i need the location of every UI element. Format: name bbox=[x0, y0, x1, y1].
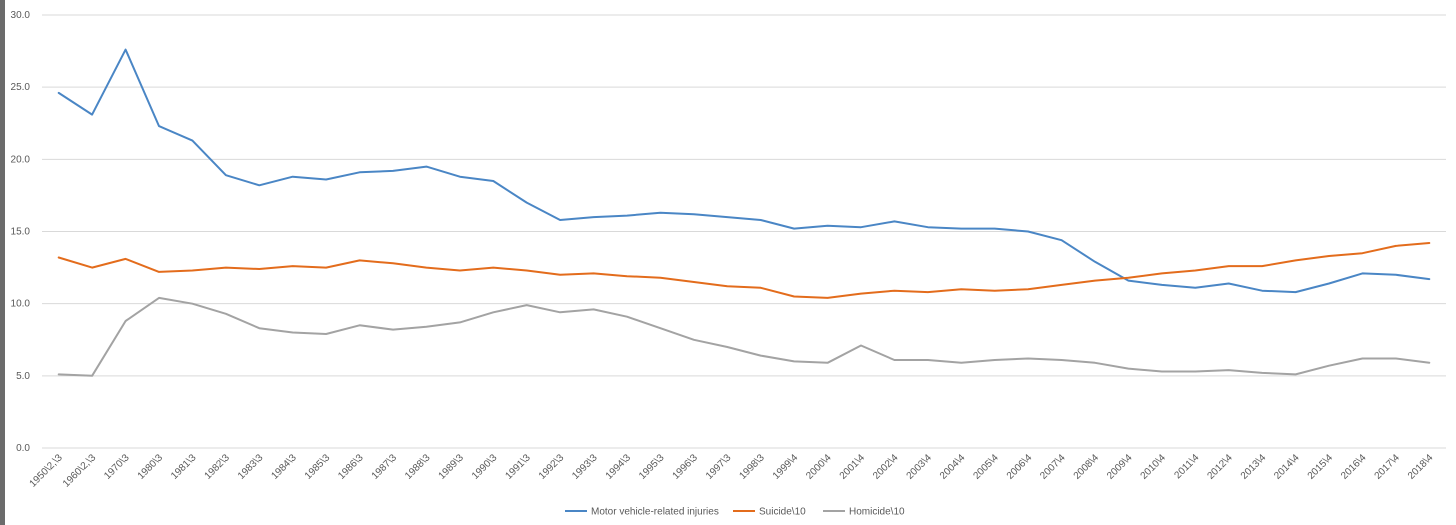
x-tick-label: 2010\4 bbox=[1139, 452, 1169, 482]
y-tick-label: 25.0 bbox=[11, 82, 31, 93]
x-tick-label: 1970\3 bbox=[102, 452, 132, 482]
x-tick-label: 1990\3 bbox=[470, 452, 500, 482]
legend-label: Suicide\10 bbox=[759, 507, 806, 518]
x-tick-label: 1987\3 bbox=[370, 452, 400, 482]
x-tick-label: 1995\3 bbox=[637, 452, 667, 482]
x-tick-label: 2000\4 bbox=[804, 452, 834, 482]
x-tick-label: 2004\4 bbox=[938, 452, 968, 482]
x-tick-label: 2006\4 bbox=[1005, 452, 1035, 482]
legend: Motor vehicle-related injuries Suicide\10… bbox=[565, 507, 905, 518]
x-tick-label: 1980\3 bbox=[136, 452, 166, 482]
legend-label: Homicide\10 bbox=[849, 507, 905, 518]
series-line-1 bbox=[57, 242, 1431, 299]
x-tick-label: 2002\4 bbox=[871, 452, 901, 482]
x-tick-label: 1985\3 bbox=[303, 452, 333, 482]
x-tick-label: 2011\4 bbox=[1173, 452, 1202, 481]
x-tick-label: 1984\3 bbox=[269, 452, 299, 482]
x-tick-label: 1991\3 bbox=[503, 452, 533, 482]
y-axis-ticks: 0.0 5.0 10.0 15.0 20.0 25.0 30.0 bbox=[11, 10, 31, 454]
y-tick-label: 30.0 bbox=[11, 10, 31, 21]
x-tick-label: 2007\4 bbox=[1038, 452, 1068, 482]
series-line-2 bbox=[57, 296, 1431, 377]
x-tick-label: 1998\3 bbox=[737, 452, 767, 482]
x-tick-label: 1950\2,\3 bbox=[28, 452, 66, 490]
x-tick-label: 2016\4 bbox=[1339, 452, 1369, 482]
x-tick-label: 2005\4 bbox=[971, 452, 1001, 482]
x-tick-label: 2003\4 bbox=[905, 452, 935, 482]
x-tick-label: 2014\4 bbox=[1272, 452, 1302, 482]
y-tick-label: 0.0 bbox=[16, 443, 30, 454]
x-tick-label: 1992\3 bbox=[537, 452, 567, 482]
x-tick-label: 1988\3 bbox=[403, 452, 433, 482]
x-tick-label: 2012\4 bbox=[1205, 452, 1235, 482]
x-tick-label: 1981\3 bbox=[169, 452, 199, 482]
x-tick-label: 1994\3 bbox=[604, 452, 634, 482]
y-tick-label: 5.0 bbox=[16, 371, 30, 382]
x-tick-label: 1983\3 bbox=[236, 452, 266, 482]
y-tick-label: 20.0 bbox=[11, 154, 31, 165]
x-tick-label: 1982\3 bbox=[203, 452, 233, 482]
x-tick-label: 1999\4 bbox=[771, 452, 801, 482]
series-line-0 bbox=[57, 48, 1431, 294]
x-tick-label: 1993\3 bbox=[570, 452, 600, 482]
x-tick-label: 1997\3 bbox=[704, 452, 734, 482]
x-tick-label: 2001\4 bbox=[838, 452, 868, 482]
x-tick-label: 1960\2,\3 bbox=[61, 452, 99, 490]
x-tick-label: 1989\3 bbox=[437, 452, 467, 482]
x-tick-label: 1996\3 bbox=[671, 452, 701, 482]
legend-label: Motor vehicle-related injuries bbox=[591, 507, 719, 518]
x-tick-label: 1986\3 bbox=[336, 452, 366, 482]
y-tick-label: 10.0 bbox=[11, 299, 31, 310]
x-tick-label: 2017\4 bbox=[1373, 452, 1403, 482]
window-edge bbox=[0, 0, 5, 525]
x-tick-label: 2015\4 bbox=[1306, 452, 1336, 482]
x-tick-label: 2018\4 bbox=[1406, 452, 1436, 482]
gridlines bbox=[42, 14, 1446, 449]
x-tick-label: 2009\4 bbox=[1105, 452, 1135, 482]
x-tick-label: 2013\4 bbox=[1239, 452, 1269, 482]
series-lines bbox=[57, 48, 1431, 377]
y-tick-label: 15.0 bbox=[11, 227, 31, 238]
x-tick-label: 2008\4 bbox=[1072, 452, 1102, 482]
